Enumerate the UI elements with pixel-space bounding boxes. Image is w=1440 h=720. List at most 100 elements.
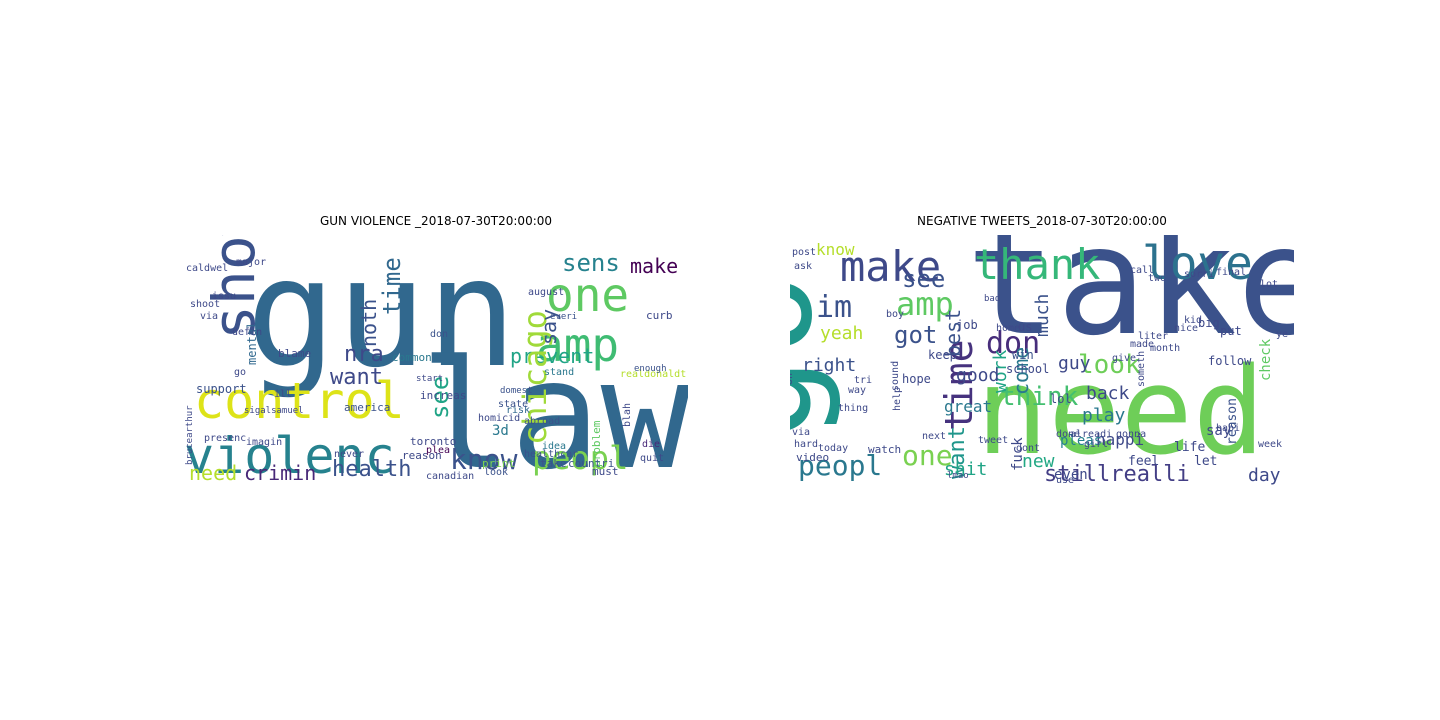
- word-3d: 3d: [492, 423, 509, 439]
- word-via: via: [792, 427, 810, 438]
- word-pleas: pleas: [1060, 433, 1102, 449]
- word-happi: happi: [1096, 430, 1144, 449]
- word-say: say: [537, 309, 561, 345]
- word-realdonaldtrump: realdonaldtrump: [620, 369, 688, 380]
- word-abroad: abroad: [524, 416, 560, 427]
- word-best: best: [941, 309, 965, 357]
- word-start: start: [416, 374, 443, 384]
- word-school: school: [1006, 362, 1049, 376]
- word-love: love: [1142, 236, 1253, 290]
- word-crimin: crimin: [244, 461, 316, 485]
- word-put: put: [1220, 324, 1242, 338]
- word-peopl: peopl: [532, 439, 628, 477]
- word-nice: nice: [1174, 323, 1198, 334]
- word-look: look: [484, 467, 508, 478]
- word-sound: sound: [890, 361, 901, 391]
- word-feel: feel: [1128, 454, 1159, 469]
- word-see: see: [902, 265, 945, 293]
- word-go: go: [790, 272, 844, 441]
- word-come: come: [1009, 347, 1033, 395]
- word-someth: someth: [1136, 351, 1147, 387]
- word-enough: enough: [634, 364, 667, 374]
- word-never: never: [334, 449, 364, 460]
- word-violenc: violenc: [184, 427, 395, 485]
- word-one: one: [902, 439, 953, 472]
- word-post: post: [792, 247, 816, 258]
- word-im: im: [816, 290, 852, 325]
- word-ill: ill: [274, 389, 292, 400]
- word-home: home: [996, 323, 1020, 334]
- word-countri: countri: [568, 457, 614, 470]
- word-blame: blame: [278, 347, 311, 360]
- word-august: august: [528, 287, 564, 298]
- word-make: make: [630, 254, 678, 278]
- word-fuck: fuck: [1010, 437, 1026, 471]
- word-know: know: [450, 443, 518, 476]
- word-tweet: tweet: [978, 435, 1008, 446]
- word-oh: oh: [790, 373, 795, 385]
- word-problem: problem: [590, 420, 603, 467]
- word-plea: plea: [426, 445, 450, 456]
- word-control: control: [194, 372, 405, 430]
- word-play: play: [1082, 405, 1126, 426]
- word-guy: guy: [1058, 353, 1091, 374]
- word-sigalsamuel: sigalsamuel: [244, 406, 304, 416]
- word-shoot: shoot: [190, 299, 220, 310]
- word-right: right: [802, 355, 856, 376]
- word-got: got: [894, 321, 937, 349]
- word-must: must: [592, 465, 619, 478]
- word-shit: shit: [944, 459, 987, 480]
- word-health: health: [332, 457, 411, 482]
- word-final: final: [1216, 267, 1246, 278]
- word-everi: everi: [550, 312, 577, 322]
- word-alreadi: alreadi: [1070, 429, 1112, 440]
- word-way: way: [848, 385, 866, 396]
- word-nra: nra: [344, 342, 384, 367]
- word-sens: sens: [562, 249, 620, 277]
- word-amp: amp: [536, 318, 619, 372]
- word-via: via: [200, 311, 218, 322]
- word-thank: thank: [974, 240, 1100, 289]
- word-brucearthur: brucearthur: [185, 405, 195, 465]
- word-homicid: homicid: [478, 413, 520, 424]
- word-life: life: [1174, 440, 1205, 455]
- word-time: time: [937, 339, 981, 431]
- word-law: law: [420, 329, 688, 495]
- word-week: week: [1258, 439, 1282, 450]
- word-stand: stand: [544, 367, 574, 378]
- word-state: state: [498, 399, 528, 410]
- word-risk: risk: [506, 405, 530, 416]
- word-show: show: [200, 235, 268, 340]
- word-reason: reason: [1225, 398, 1240, 445]
- word-noth: noth: [357, 299, 381, 347]
- word-ask: ask: [794, 261, 812, 272]
- word-new: new: [1022, 451, 1055, 472]
- word-use: use: [1056, 475, 1074, 486]
- word-much: much: [1032, 294, 1053, 337]
- word-girl: girl: [1084, 439, 1108, 450]
- word-common: common: [392, 351, 432, 364]
- word-imagin: imagin: [246, 437, 282, 448]
- word-issu: issu: [212, 291, 236, 302]
- word-know: know: [816, 240, 855, 259]
- word-canadian: canadian: [426, 471, 474, 482]
- word-want: want: [945, 426, 970, 479]
- word-liter: liter: [1138, 331, 1168, 342]
- word-job: job: [956, 318, 978, 332]
- word-lmao: lmao: [947, 471, 969, 481]
- word-die: die: [642, 439, 660, 450]
- word-follow: follow: [1208, 354, 1252, 368]
- word-video: video: [796, 451, 829, 464]
- word-time: time: [378, 257, 406, 315]
- word-think: think: [1000, 382, 1079, 412]
- word-back: back: [1086, 383, 1130, 404]
- word-watch: watch: [868, 443, 901, 456]
- word-win: win: [1012, 348, 1034, 362]
- word-don: don: [986, 326, 1040, 361]
- word-bad: bad: [984, 294, 1000, 304]
- word-gun: gun: [246, 235, 517, 401]
- word-day: day: [1248, 465, 1281, 486]
- word-next: next: [922, 431, 946, 442]
- word-need: need: [189, 461, 237, 485]
